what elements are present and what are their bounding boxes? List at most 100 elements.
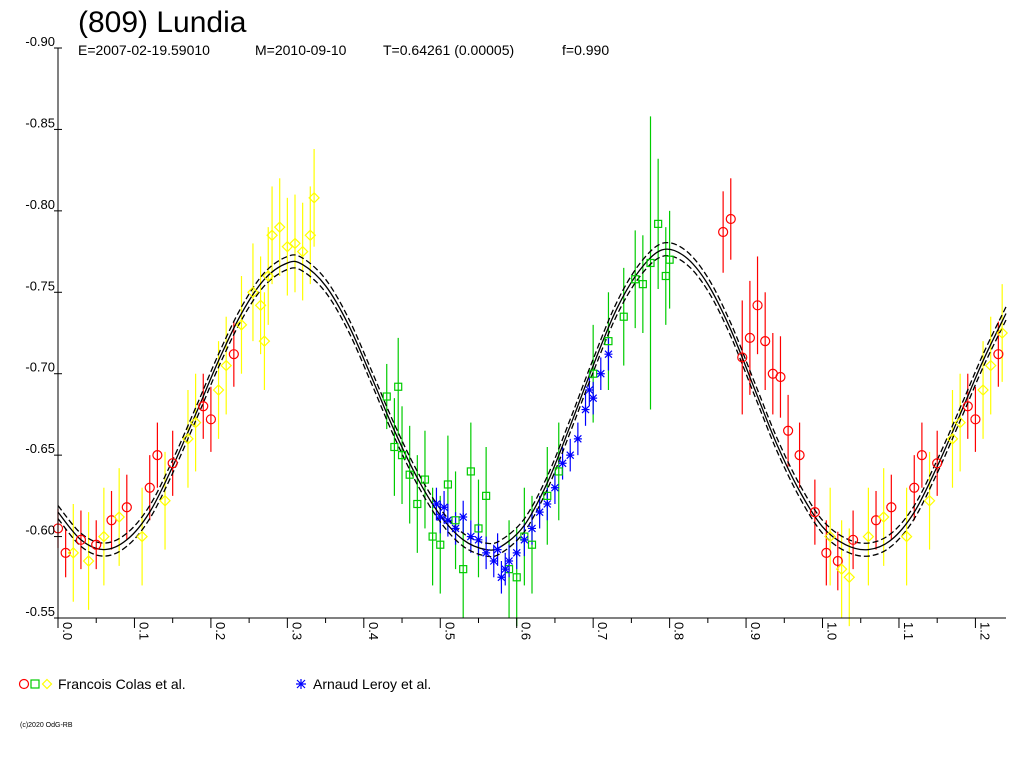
y-tick-label: -0.70 [25, 360, 55, 375]
legend-circle-marker [18, 678, 30, 690]
data-point-diamond [308, 191, 320, 204]
data-points [52, 191, 1009, 584]
data-point-square [554, 467, 563, 476]
data-point-diamond [296, 245, 309, 258]
data-point-circle [75, 534, 87, 545]
data-point-star [550, 483, 559, 492]
data-point-circle [60, 547, 71, 558]
data-point-diamond [900, 530, 913, 543]
data-point-circle [725, 213, 736, 225]
data-point-diamond [212, 384, 225, 396]
axes: -0.90 -0.85 -0.80 -0.75 -0.70 -0.65 -0.60 -0.55… [25, 34, 1006, 640]
data-point-star [512, 548, 521, 557]
data-point-star [466, 532, 475, 541]
data-point-circle [744, 332, 755, 343]
data-point-diamond [98, 530, 110, 543]
data-point-star [566, 451, 575, 460]
legend-item-colas: Francois Colas et al. [18, 676, 186, 692]
data-point-circle [870, 515, 882, 526]
data-point-diamond [273, 221, 286, 233]
data-point-square [543, 491, 552, 500]
data-point-square [394, 382, 403, 391]
data-point-diamond [824, 530, 837, 543]
data-point-diamond [835, 563, 848, 575]
data-point-star [505, 557, 514, 565]
data-point-square [482, 491, 491, 500]
data-point-square [512, 573, 521, 582]
data-point-diamond [182, 433, 194, 445]
legend-label-leroy: Arnaud Leroy et al. [313, 676, 431, 692]
data-point-star [493, 545, 502, 554]
model-lower-envelope [57, 255, 1007, 558]
data-point-diamond [954, 416, 966, 429]
data-point-star [589, 394, 598, 403]
data-point-circle [775, 371, 786, 383]
data-point-circle [121, 502, 132, 513]
x-tick-label: 0.4 [366, 622, 381, 640]
data-point-square [436, 540, 445, 549]
data-point-circle [198, 401, 209, 412]
x-tick-label: 1.2 [977, 622, 992, 640]
legend-item-leroy: Arnaud Leroy et al. [296, 676, 431, 692]
data-point-square [405, 470, 414, 479]
data-point-circle [832, 555, 843, 567]
data-point-diamond [82, 555, 95, 567]
y-tick-label: -0.80 [25, 197, 55, 212]
data-point-circle [970, 414, 981, 425]
data-point-circle [91, 539, 102, 550]
model-upper-envelope [57, 241, 1007, 545]
data-point-star [535, 508, 544, 517]
data-point-diamond [235, 319, 248, 331]
data-point-diamond [266, 229, 278, 242]
x-tick-label: 0.0 [60, 622, 75, 640]
data-point-circle [809, 507, 820, 518]
x-tick-label: 0.6 [519, 622, 534, 640]
data-point-diamond [136, 530, 148, 543]
data-point-square [638, 280, 647, 289]
data-point-star [596, 369, 605, 378]
x-tick-label: 1.1 [901, 622, 916, 640]
data-point-star [474, 535, 483, 544]
subtitle-mid: M=2010-09-10 [255, 42, 347, 58]
model-mean-curve [57, 248, 1007, 551]
data-point-square [527, 540, 537, 549]
x-tick-label: 1.0 [825, 622, 840, 640]
copyright-text: (c)2020 OdG-RB [20, 722, 73, 729]
data-point-square [589, 369, 598, 378]
legend-square-marker [30, 679, 40, 689]
data-point-diamond [877, 511, 890, 523]
data-point-diamond [946, 433, 959, 445]
data-point-diamond [220, 359, 233, 372]
data-point-diamond [159, 494, 171, 507]
x-tick-label: 0.8 [672, 622, 687, 640]
data-point-star [581, 405, 590, 414]
data-point-star [573, 434, 582, 443]
x-tick-label: 0.7 [595, 622, 610, 640]
data-point-circle [144, 482, 155, 493]
data-point-star [451, 524, 460, 533]
data-point-star [543, 500, 552, 508]
data-point-circle [106, 515, 117, 526]
y-tick-label: -0.75 [25, 278, 55, 293]
data-point-diamond [289, 237, 301, 250]
data-point-diamond [281, 240, 294, 253]
data-point-diamond [862, 530, 875, 543]
legend: Francois Colas et al. Arnaud Leroy et al… [18, 676, 431, 692]
data-point-star [558, 459, 567, 468]
y-tick-label: -0.90 [25, 34, 55, 49]
data-point-diamond [996, 327, 1009, 339]
data-point-square [390, 442, 399, 452]
data-point-star [604, 350, 613, 359]
data-point-star [501, 565, 510, 574]
data-point-square [604, 337, 613, 346]
data-point-square [443, 480, 453, 489]
y-tick-label: -0.65 [25, 441, 55, 456]
data-point-star [497, 573, 506, 582]
legend-label-colas: Francois Colas et al. [58, 676, 186, 692]
data-point-circle [794, 450, 805, 461]
data-point-circle [932, 458, 943, 469]
data-point-diamond [923, 494, 936, 507]
data-point-star [436, 513, 445, 522]
data-point-circle [167, 458, 178, 469]
data-point-square [661, 271, 670, 281]
